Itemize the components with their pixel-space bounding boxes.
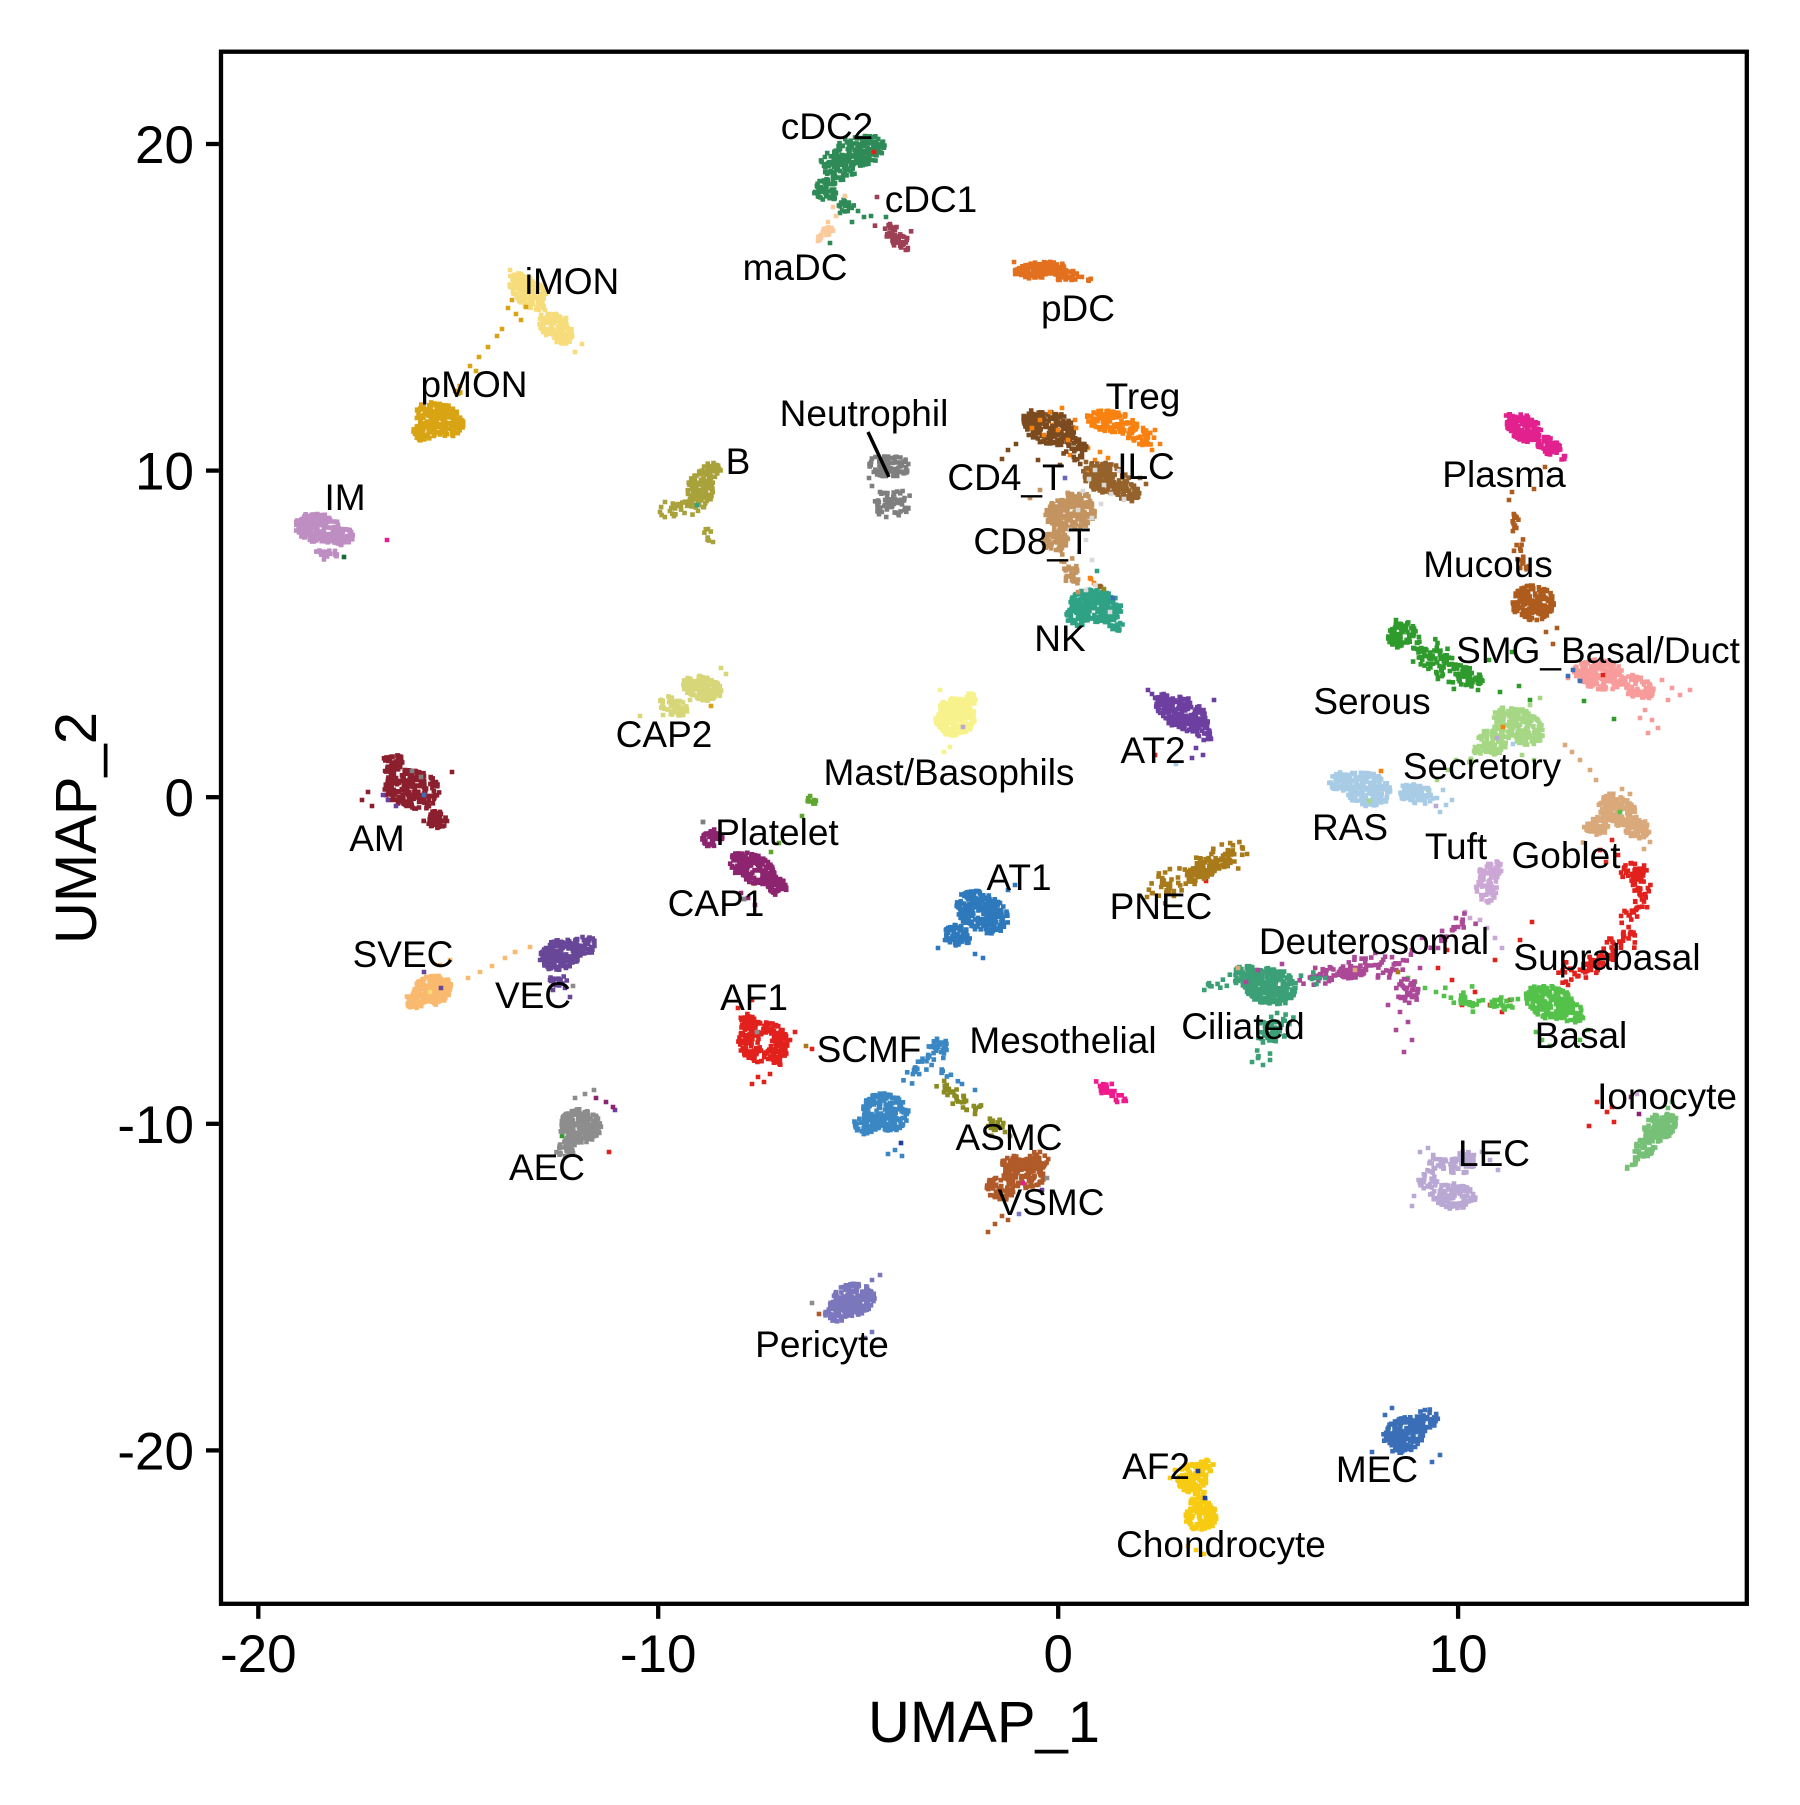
svg-text:ASMC: ASMC [956,1117,1063,1158]
svg-text:CD8_T: CD8_T [973,521,1090,562]
svg-text:ILC: ILC [1117,446,1175,487]
svg-text:MEC: MEC [1336,1449,1418,1490]
svg-text:Treg: Treg [1106,376,1181,417]
svg-text:SMG_Basal/Duct: SMG_Basal/Duct [1456,630,1740,671]
svg-text:SCMF: SCMF [817,1029,922,1070]
svg-text:Ionocyte: Ionocyte [1597,1076,1737,1117]
svg-text:Basal: Basal [1535,1015,1628,1056]
svg-text:Chondrocyte: Chondrocyte [1116,1524,1326,1565]
svg-text:AF1: AF1 [720,977,788,1018]
svg-text:NK: NK [1034,618,1086,659]
svg-text:RAS: RAS [1312,807,1388,848]
svg-text:pDC: pDC [1041,288,1115,329]
svg-text:AT2: AT2 [1120,730,1185,771]
svg-text:Platelet: Platelet [715,812,839,853]
svg-text:VSMC: VSMC [998,1182,1105,1223]
svg-text:AEC: AEC [509,1147,585,1188]
svg-text:CAP2: CAP2 [616,714,713,755]
svg-text:0: 0 [1043,1625,1072,1684]
svg-text:Secretory: Secretory [1403,746,1562,787]
svg-text:CAP1: CAP1 [668,883,765,924]
svg-text:20: 20 [135,116,194,175]
svg-text:Goblet: Goblet [1511,835,1621,876]
svg-text:Deuterosomal: Deuterosomal [1259,921,1489,962]
svg-text:cDC1: cDC1 [885,179,978,220]
svg-text:-10: -10 [117,1096,194,1155]
svg-text:pMON: pMON [421,364,528,405]
svg-text:Mast/Basophils: Mast/Basophils [824,752,1075,793]
svg-text:VEC: VEC [495,975,571,1016]
svg-text:Tuft: Tuft [1425,826,1488,867]
svg-text:cDC2: cDC2 [781,106,874,147]
svg-text:IM: IM [324,477,365,518]
svg-text:iMON: iMON [525,261,620,302]
svg-text:Plasma: Plasma [1442,454,1566,495]
svg-text:CD4_T: CD4_T [947,457,1064,498]
svg-text:Mesothelial: Mesothelial [969,1020,1156,1061]
svg-text:Neutrophil: Neutrophil [780,393,949,434]
svg-text:maDC: maDC [743,247,848,288]
svg-text:UMAP_1: UMAP_1 [868,1690,1100,1755]
svg-text:PNEC: PNEC [1110,886,1213,927]
svg-text:-10: -10 [620,1625,697,1684]
svg-text:-20: -20 [220,1625,297,1684]
svg-text:0: 0 [165,769,194,828]
svg-text:Serous: Serous [1313,681,1430,722]
svg-text:Mucous: Mucous [1423,544,1553,585]
svg-text:10: 10 [1429,1625,1488,1684]
svg-text:B: B [726,441,751,482]
svg-text:-20: -20 [117,1422,194,1481]
svg-text:Ciliated: Ciliated [1181,1006,1304,1047]
svg-text:10: 10 [135,443,194,502]
svg-text:LEC: LEC [1458,1133,1530,1174]
svg-text:AM: AM [349,818,405,859]
svg-text:AT1: AT1 [986,857,1051,898]
svg-text:SVEC: SVEC [353,934,454,975]
svg-text:UMAP_2: UMAP_2 [44,712,109,944]
svg-text:Suprabasal: Suprabasal [1513,937,1700,978]
svg-text:AF2: AF2 [1122,1446,1190,1487]
svg-text:Pericyte: Pericyte [755,1324,889,1365]
